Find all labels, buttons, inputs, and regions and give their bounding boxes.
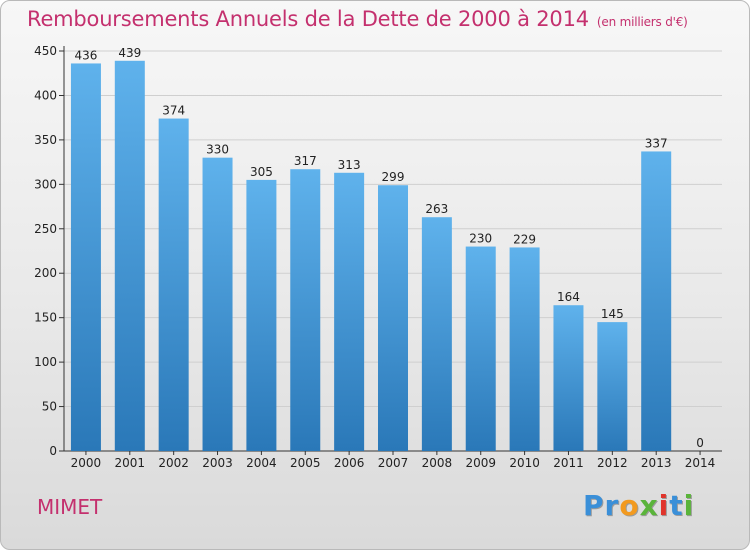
bar [553,305,584,451]
data-label: 164 [557,290,580,304]
x-tick-label: 2013 [641,456,672,470]
data-label: 229 [513,232,536,246]
x-tick-label: 2012 [597,456,628,470]
data-label: 299 [382,170,405,184]
proxiti-logo: Proxiti [583,489,694,522]
data-label: 313 [338,158,361,172]
y-tick-label: 150 [34,311,57,325]
chart-title: Remboursements Annuels de la Dette de 20… [27,7,688,31]
data-label: 330 [206,143,229,157]
bar [202,157,233,451]
bar [334,172,365,451]
y-tick-label: 350 [34,133,57,147]
y-tick-label: 400 [34,88,57,102]
bar [421,217,452,451]
y-tick-label: 250 [34,222,57,236]
y-tick-label: 100 [34,355,57,369]
chart-subtitle: (en milliers d'€) [596,15,688,29]
y-tick-label: 300 [34,177,57,191]
x-tick-label: 2008 [422,456,453,470]
y-tick-label: 0 [49,444,57,458]
x-tick-label: 2006 [334,456,365,470]
x-tick-label: 2005 [290,456,321,470]
data-label: 305 [250,165,273,179]
y-tick-label: 50 [42,400,57,414]
data-label: 317 [294,154,317,168]
bar [290,169,321,451]
x-tick-label: 2011 [553,456,584,470]
data-label: 145 [601,307,624,321]
bar [597,322,628,451]
y-tick-label: 450 [34,44,57,58]
data-label: 436 [74,48,97,62]
data-label: 0 [696,436,704,450]
data-label: 337 [645,136,668,150]
x-tick-label: 2001 [115,456,146,470]
x-tick-label: 2007 [378,456,409,470]
logo-letter: t [669,489,684,522]
bar [509,247,540,451]
y-tick-label: 200 [34,266,57,280]
x-tick-label: 2000 [71,456,102,470]
bar [641,151,672,451]
logo-letter: o [619,489,640,522]
data-label: 230 [469,232,492,246]
x-tick-label: 2014 [685,456,716,470]
bar [246,179,277,451]
data-label: 263 [425,202,448,216]
logo-letter: i [683,489,695,522]
logo-letter: r [604,489,620,522]
bar [114,60,145,452]
data-label: 374 [162,104,185,118]
x-tick-label: 2010 [509,456,540,470]
x-tick-label: 2004 [246,456,277,470]
logo-letter: x [639,489,659,522]
logo-letter: i [658,489,670,522]
bar [158,118,189,452]
bar [70,63,101,451]
commune-name: MIMET [37,495,103,519]
x-tick-label: 2002 [158,456,189,470]
x-tick-label: 2003 [202,456,233,470]
logo-letter: P [583,489,605,522]
bar [378,185,408,451]
data-label: 439 [118,46,141,60]
x-tick-label: 2009 [465,456,496,470]
bar [465,246,496,451]
chart-title-text: Remboursements Annuels de la Dette de 20… [27,7,589,31]
